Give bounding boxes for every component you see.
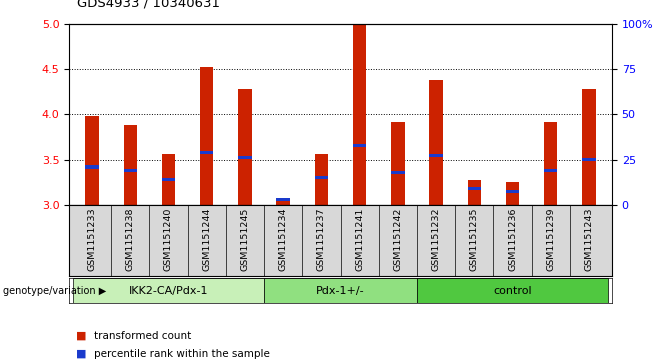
Bar bbox=[200, 67, 213, 205]
Bar bbox=[544, 122, 557, 205]
Bar bbox=[124, 125, 137, 205]
Text: GSM1151236: GSM1151236 bbox=[508, 207, 517, 271]
Bar bbox=[315, 176, 328, 179]
Text: GSM1151232: GSM1151232 bbox=[432, 207, 441, 271]
Bar bbox=[315, 154, 328, 205]
Bar bbox=[264, 278, 417, 303]
Text: GSM1151241: GSM1151241 bbox=[355, 207, 364, 270]
Bar bbox=[162, 178, 175, 181]
Bar bbox=[391, 171, 405, 174]
Bar bbox=[544, 169, 557, 172]
Text: GSM1151243: GSM1151243 bbox=[584, 207, 594, 271]
Bar bbox=[417, 278, 608, 303]
Text: GSM1151244: GSM1151244 bbox=[202, 207, 211, 270]
Bar bbox=[391, 122, 405, 205]
Bar bbox=[582, 89, 595, 205]
Bar bbox=[430, 154, 443, 157]
Text: GSM1151235: GSM1151235 bbox=[470, 207, 479, 271]
Bar bbox=[353, 144, 367, 147]
Bar bbox=[124, 169, 137, 172]
Bar bbox=[276, 200, 290, 205]
Text: genotype/variation ▶: genotype/variation ▶ bbox=[3, 286, 107, 296]
Text: GSM1151234: GSM1151234 bbox=[279, 207, 288, 271]
Text: ■: ■ bbox=[76, 349, 86, 359]
Bar bbox=[276, 198, 290, 201]
Text: GSM1151238: GSM1151238 bbox=[126, 207, 135, 271]
Bar bbox=[430, 80, 443, 205]
Text: Pdx-1+/-: Pdx-1+/- bbox=[316, 286, 365, 296]
Bar bbox=[238, 89, 251, 205]
Text: GSM1151245: GSM1151245 bbox=[240, 207, 249, 270]
Bar bbox=[353, 25, 367, 205]
Text: transformed count: transformed count bbox=[94, 331, 191, 341]
Bar bbox=[506, 182, 519, 205]
Text: GDS4933 / 10340631: GDS4933 / 10340631 bbox=[76, 0, 220, 9]
Bar bbox=[468, 180, 481, 205]
Text: ■: ■ bbox=[76, 331, 86, 341]
Bar bbox=[200, 151, 213, 154]
Bar bbox=[582, 158, 595, 161]
Text: GSM1151237: GSM1151237 bbox=[317, 207, 326, 271]
Bar bbox=[73, 278, 264, 303]
Bar bbox=[86, 116, 99, 205]
Bar bbox=[468, 187, 481, 190]
Text: GSM1151242: GSM1151242 bbox=[393, 207, 402, 270]
Text: GSM1151233: GSM1151233 bbox=[88, 207, 97, 271]
Text: control: control bbox=[494, 286, 532, 296]
Bar bbox=[162, 154, 175, 205]
Bar bbox=[506, 190, 519, 193]
Text: GSM1151239: GSM1151239 bbox=[546, 207, 555, 271]
Text: percentile rank within the sample: percentile rank within the sample bbox=[94, 349, 270, 359]
Bar bbox=[86, 166, 99, 168]
Text: IKK2-CA/Pdx-1: IKK2-CA/Pdx-1 bbox=[129, 286, 208, 296]
Bar bbox=[238, 156, 251, 159]
Text: GSM1151240: GSM1151240 bbox=[164, 207, 173, 270]
